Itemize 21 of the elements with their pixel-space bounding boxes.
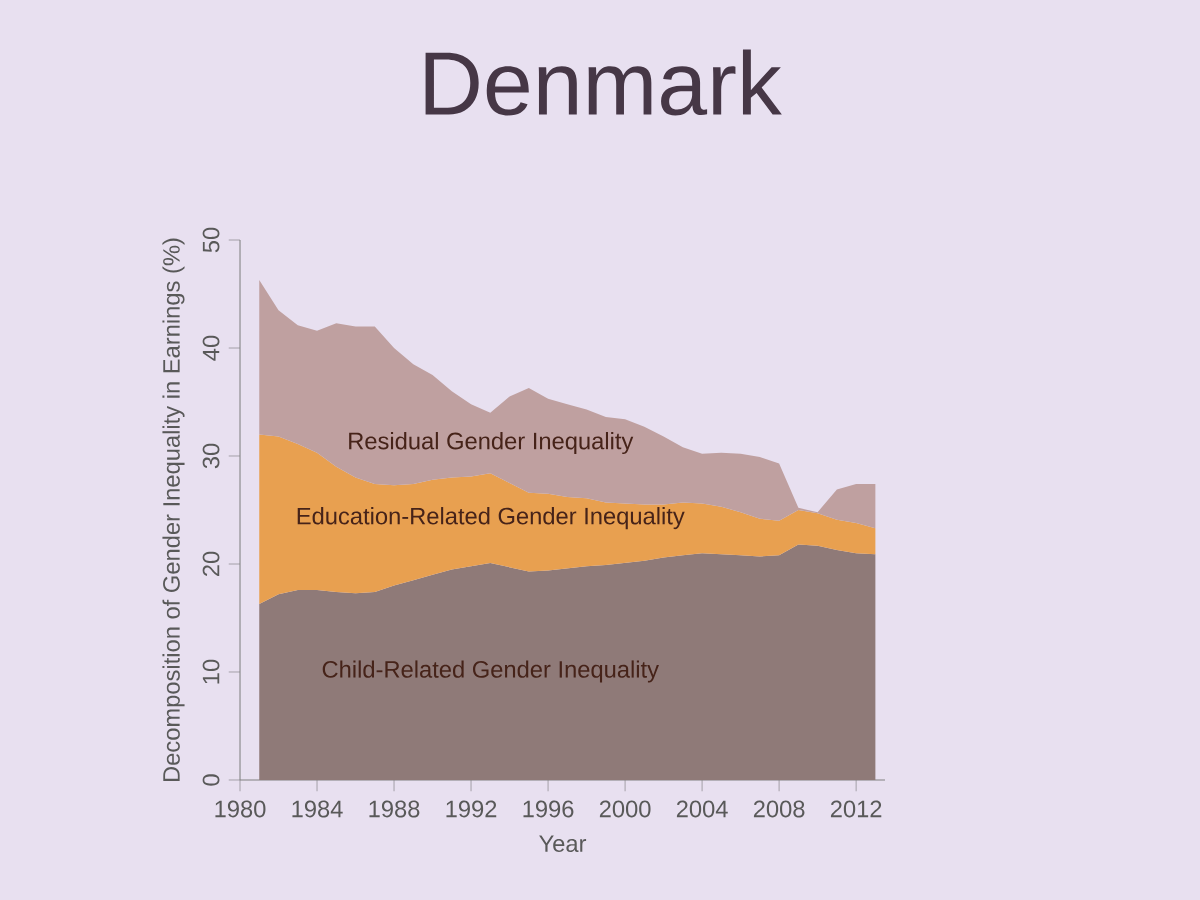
chart-title: Denmark bbox=[425, 49, 782, 116]
x-tick-label: 2004 bbox=[676, 800, 728, 818]
y-tick-label: 10 bbox=[202, 659, 220, 684]
x-axis-title: Year bbox=[539, 835, 587, 853]
series-label: Residual Gender Inequality bbox=[349, 431, 634, 455]
x-tick-label: 2000 bbox=[599, 800, 651, 818]
x-tick-label: 1984 bbox=[292, 800, 343, 818]
x-tick-label: 1980 bbox=[215, 800, 266, 818]
series-label: Education-Related Gender Inequality bbox=[297, 507, 685, 530]
y-tick-label: 0 bbox=[202, 774, 220, 786]
series-label: Child-Related Gender Inequality bbox=[322, 660, 659, 683]
x-tick-label: 1988 bbox=[369, 800, 420, 818]
y-tick-label: 40 bbox=[202, 335, 220, 361]
y-tick-label: 20 bbox=[202, 551, 220, 576]
x-tick-label: 1992 bbox=[446, 800, 497, 818]
x-tick-label: 1996 bbox=[523, 800, 574, 818]
x-tick-label: 2012 bbox=[830, 800, 882, 818]
y-axis-title: Decomposition of Gender Inequality in Earnings (%) bbox=[162, 238, 185, 782]
y-tick-label: 30 bbox=[202, 443, 220, 469]
y-tick-label: 50 bbox=[202, 227, 220, 253]
x-tick-label: 2008 bbox=[753, 800, 805, 818]
